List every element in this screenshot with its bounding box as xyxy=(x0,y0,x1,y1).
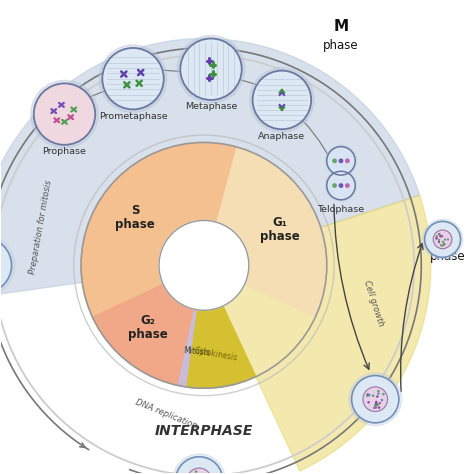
Circle shape xyxy=(375,403,376,405)
Text: Anaphase: Anaphase xyxy=(258,132,305,141)
Circle shape xyxy=(31,80,98,148)
Circle shape xyxy=(336,168,346,178)
Circle shape xyxy=(441,236,442,237)
Text: Telophase: Telophase xyxy=(318,205,365,214)
Circle shape xyxy=(442,236,443,237)
Text: Metaphase: Metaphase xyxy=(185,102,237,111)
Circle shape xyxy=(159,220,249,310)
Text: G₂
phase: G₂ phase xyxy=(128,314,168,341)
Circle shape xyxy=(377,404,378,405)
Circle shape xyxy=(376,401,377,402)
Circle shape xyxy=(444,243,445,244)
Circle shape xyxy=(438,242,439,243)
Circle shape xyxy=(346,184,349,187)
Circle shape xyxy=(373,395,374,396)
Circle shape xyxy=(376,405,378,406)
Text: Mitosis: Mitosis xyxy=(182,346,210,357)
Circle shape xyxy=(34,83,95,145)
Wedge shape xyxy=(81,143,236,317)
Circle shape xyxy=(378,393,379,394)
Circle shape xyxy=(375,407,376,408)
Text: Preparation for mitosis: Preparation for mitosis xyxy=(28,180,54,275)
Circle shape xyxy=(436,237,437,238)
Text: S
phase: S phase xyxy=(115,204,155,231)
Circle shape xyxy=(433,230,452,249)
Text: DNA replication: DNA replication xyxy=(134,398,198,431)
Circle shape xyxy=(333,184,336,187)
Text: G₀: G₀ xyxy=(438,228,456,242)
Circle shape xyxy=(368,395,369,396)
Circle shape xyxy=(173,454,226,474)
Circle shape xyxy=(444,244,445,245)
Circle shape xyxy=(325,145,356,176)
Circle shape xyxy=(439,234,440,235)
Circle shape xyxy=(447,239,448,240)
Circle shape xyxy=(187,468,211,474)
Circle shape xyxy=(367,394,368,395)
Circle shape xyxy=(327,146,355,175)
Circle shape xyxy=(180,38,242,100)
Circle shape xyxy=(445,239,446,240)
Polygon shape xyxy=(0,38,419,297)
Circle shape xyxy=(436,238,437,239)
Text: Cytokinesis: Cytokinesis xyxy=(194,346,239,362)
Circle shape xyxy=(363,387,388,411)
Circle shape xyxy=(0,238,11,293)
Circle shape xyxy=(374,407,375,409)
Circle shape xyxy=(102,48,164,109)
Circle shape xyxy=(378,391,379,392)
Circle shape xyxy=(177,36,245,103)
Circle shape xyxy=(333,159,336,163)
Wedge shape xyxy=(187,306,256,388)
Circle shape xyxy=(440,236,441,237)
Circle shape xyxy=(379,407,380,408)
Circle shape xyxy=(339,159,343,163)
Circle shape xyxy=(369,394,370,395)
Circle shape xyxy=(367,395,368,396)
Wedge shape xyxy=(92,284,195,385)
Circle shape xyxy=(422,219,463,259)
Circle shape xyxy=(352,375,399,423)
Circle shape xyxy=(379,402,380,404)
Text: Cell growth: Cell growth xyxy=(363,279,386,327)
Circle shape xyxy=(349,373,401,426)
Text: Prometaphase: Prometaphase xyxy=(99,112,167,121)
Text: M: M xyxy=(333,19,348,34)
Wedge shape xyxy=(216,146,327,317)
Circle shape xyxy=(327,171,355,200)
Circle shape xyxy=(383,393,384,395)
Circle shape xyxy=(325,170,356,201)
Circle shape xyxy=(375,405,376,406)
Circle shape xyxy=(442,245,443,246)
Circle shape xyxy=(346,159,349,163)
Circle shape xyxy=(377,396,378,397)
Circle shape xyxy=(99,45,167,112)
Text: Prophase: Prophase xyxy=(43,147,86,156)
Circle shape xyxy=(175,457,223,474)
Circle shape xyxy=(196,471,197,472)
Circle shape xyxy=(425,221,461,257)
Circle shape xyxy=(382,400,383,401)
Text: INTERPHASE: INTERPHASE xyxy=(155,424,253,438)
Text: phase: phase xyxy=(429,250,465,264)
Wedge shape xyxy=(178,309,208,388)
Circle shape xyxy=(250,68,314,132)
Circle shape xyxy=(253,71,311,129)
Circle shape xyxy=(0,235,15,296)
Text: phase: phase xyxy=(323,39,359,52)
Polygon shape xyxy=(204,195,431,471)
Circle shape xyxy=(339,184,343,187)
Text: G₁
phase: G₁ phase xyxy=(260,217,300,244)
Circle shape xyxy=(368,402,369,403)
